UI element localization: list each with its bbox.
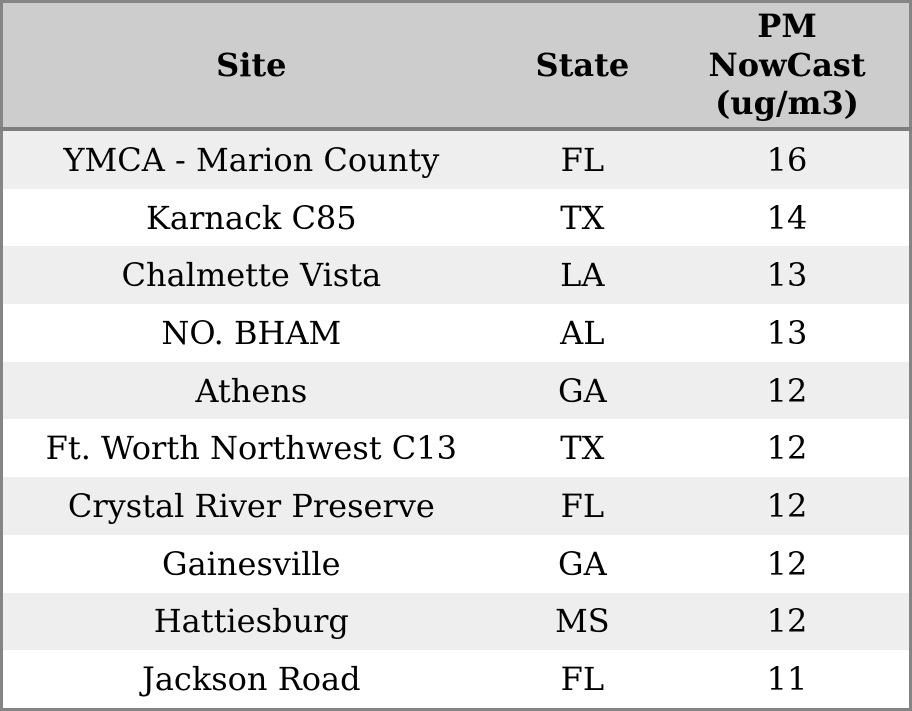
column-header-site: Site	[1, 1, 500, 131]
state-cell: GA	[499, 534, 666, 593]
table-row: Ft. Worth Northwest C13 TX 12	[1, 419, 911, 478]
table-header: Site State PM NowCast (ug/m3)	[1, 1, 911, 131]
site-cell: Athens	[1, 361, 500, 420]
pm-nowcast-cell: 11	[665, 650, 911, 710]
table-row: NO. BHAM AL 13	[1, 304, 911, 362]
site-cell: Crystal River Preserve	[1, 477, 500, 535]
pm-header-line-1: PM	[757, 7, 817, 46]
table-body: YMCA - Marion County FL 16 Karnack C85 T…	[1, 129, 911, 710]
table-row: Gainesville GA 12	[1, 534, 911, 593]
site-cell: Ft. Worth Northwest C13	[1, 419, 500, 478]
table-row: Crystal River Preserve FL 12	[1, 477, 911, 535]
pm-nowcast-cell: 12	[665, 419, 911, 478]
site-cell: Karnack C85	[1, 188, 500, 247]
column-header-state: State	[499, 1, 666, 131]
state-cell: AL	[499, 304, 666, 362]
pm-nowcast-cell: 13	[665, 246, 911, 305]
state-cell: TX	[499, 188, 666, 247]
pm-header-line-2: NowCast	[708, 45, 866, 84]
table-row: YMCA - Marion County FL 16	[1, 129, 911, 189]
pm-nowcast-cell: 12	[665, 477, 911, 535]
pm-nowcast-cell: 13	[665, 304, 911, 362]
state-cell: FL	[499, 129, 666, 189]
header-row: Site State PM NowCast (ug/m3)	[1, 1, 911, 131]
site-cell: Hattiesburg	[1, 592, 500, 651]
pm-header-line-3: (ug/m3)	[715, 84, 859, 123]
pm-nowcast-cell: 12	[665, 361, 911, 420]
column-header-pm-nowcast: PM NowCast (ug/m3)	[665, 1, 911, 131]
table-row: Karnack C85 TX 14	[1, 188, 911, 247]
pm-nowcast-cell: 14	[665, 188, 911, 247]
state-cell: TX	[499, 419, 666, 478]
table-row: Jackson Road FL 11	[1, 650, 911, 710]
table-row: Athens GA 12	[1, 361, 911, 420]
state-cell: MS	[499, 592, 666, 651]
state-cell: GA	[499, 361, 666, 420]
state-cell: FL	[499, 477, 666, 535]
pm-nowcast-cell: 12	[665, 592, 911, 651]
state-cell: FL	[499, 650, 666, 710]
table-row: Hattiesburg MS 12	[1, 592, 911, 651]
state-cell: LA	[499, 246, 666, 305]
table-row: Chalmette Vista LA 13	[1, 246, 911, 305]
site-cell: Jackson Road	[1, 650, 500, 710]
site-cell: Gainesville	[1, 534, 500, 593]
site-cell: Chalmette Vista	[1, 246, 500, 305]
pm-nowcast-cell: 12	[665, 534, 911, 593]
site-cell: YMCA - Marion County	[1, 129, 500, 189]
site-cell: NO. BHAM	[1, 304, 500, 362]
pm-nowcast-cell: 16	[665, 129, 911, 189]
